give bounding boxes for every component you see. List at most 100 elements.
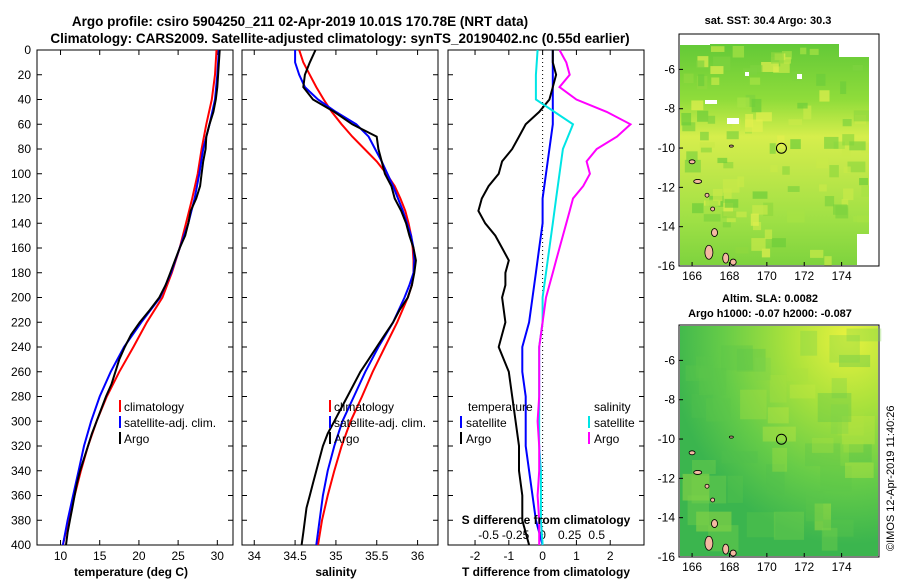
salinity-legend: climatology satellite-adj. clim. Argo [329, 400, 426, 446]
sla-cell [821, 527, 838, 551]
map-x-tick-label: 172 [794, 269, 814, 283]
x-tick-label: 36 [411, 549, 425, 563]
sst-cell [752, 205, 768, 215]
sla-cell [805, 443, 841, 467]
sla-cell [772, 447, 788, 472]
depth-ticks: 0 20 40 60 80 100 120 140 160 180 200 220 240 260 280 3… [11, 43, 31, 552]
sla-cell [811, 437, 834, 453]
depth-tick-label: 160 [11, 241, 31, 255]
depth-tick-label: 200 [11, 291, 31, 305]
sla-cell [767, 407, 789, 424]
sst-cell [699, 142, 715, 148]
sla-cell [841, 415, 875, 445]
x-tick-label: 25 [171, 549, 185, 563]
sst-cell [752, 222, 762, 231]
sst-cell [737, 97, 750, 108]
sst-y-ticks: -6 -8 -10 -12 -14 -16 [658, 62, 683, 273]
temperature-panel: 0 20 40 60 80 100 120 140 160 180 200 220 240 260 280 3… [11, 43, 234, 579]
depth-tick-label: 320 [11, 439, 31, 453]
sst-cell [824, 136, 839, 149]
sla-cell [848, 444, 872, 462]
sst-cell [840, 81, 847, 95]
sst-cell [803, 105, 812, 120]
island [710, 206, 716, 212]
sst-cell [861, 185, 870, 197]
sst-cell [841, 199, 849, 208]
sla-cell [820, 465, 852, 492]
sst-cell [779, 57, 791, 64]
sla-map-title-2: Argo h1000: -0.07 h2000: -0.087 [688, 308, 852, 320]
sst-cell [751, 98, 762, 113]
sst-x-ticks: 166 168 170 172 174 [682, 262, 852, 283]
imos-watermark: ©IMOS 12-Apr-2019 11:40:26 [885, 406, 897, 551]
sst-cell [723, 188, 732, 199]
sst-cell [788, 119, 802, 125]
sla-field-fill [680, 326, 878, 556]
sst-cell [781, 51, 792, 60]
temperature-x-ticks: 10 15 20 25 30 [37, 49, 233, 563]
sst-cell [711, 77, 720, 85]
sst-cell [710, 66, 724, 75]
sla-cell [691, 393, 713, 418]
sst-cell [710, 46, 725, 52]
sst-cell [771, 52, 784, 64]
map-x-tick-label: 166 [682, 560, 702, 574]
sst-cell [797, 102, 808, 109]
x-tick-label: -1 [503, 549, 514, 563]
legend-temp-satellite: satellite [466, 416, 507, 430]
salinity-x-label: salinity [315, 565, 357, 579]
map-y-tick-label: -16 [658, 550, 676, 564]
sst-cell [764, 229, 773, 239]
top-tick-label: 0.25 [558, 528, 582, 542]
sst-gap [745, 72, 749, 76]
map-x-tick-label: 172 [794, 560, 814, 574]
legend-climatology: climatology [334, 400, 394, 414]
map-y-tick-label: -10 [658, 432, 676, 446]
x-tick-label: 0 [539, 549, 546, 563]
difference-x-ticks: -2 -1 0 1 2 [448, 49, 644, 563]
sla-cell [766, 464, 785, 495]
title-line-1: Argo profile: csiro 5904250_211 02-Apr-2… [72, 14, 528, 29]
sst-cell [751, 238, 766, 251]
sla-cell [736, 348, 766, 372]
sst-cell [722, 179, 740, 193]
island [693, 470, 703, 475]
sla-cell [805, 491, 824, 522]
temperature-lines [61, 49, 221, 546]
legend-argo: Argo [124, 432, 150, 446]
sla-cell [830, 404, 849, 434]
map-x-tick-label: 166 [682, 269, 702, 283]
sst-cell [731, 119, 741, 131]
legend-argo: Argo [334, 432, 360, 446]
sst-cell [819, 90, 830, 102]
sla-cell [839, 354, 871, 368]
island [711, 228, 718, 237]
island [704, 535, 714, 551]
sst-cell [732, 46, 745, 58]
sst-cell [824, 256, 832, 266]
island [729, 258, 737, 266]
sst-cell [724, 199, 739, 208]
sst-cell [769, 143, 776, 154]
depth-tick-label: 80 [18, 142, 32, 156]
x-tick-label: 30 [211, 549, 225, 563]
map-y-tick-label: -6 [664, 62, 675, 76]
depth-tick-label: 220 [11, 315, 31, 329]
sst-cell [833, 141, 845, 149]
top-tick-label: -0.5 [478, 528, 499, 542]
sst-cell [752, 191, 768, 199]
sst-cell [717, 157, 728, 164]
sst-gap [797, 74, 802, 79]
sst-cell [847, 161, 866, 173]
legend-satellite: satellite-adj. clim. [124, 416, 216, 430]
map-y-tick-label: -12 [658, 471, 676, 485]
sla-cell [699, 368, 727, 396]
sst-gap [727, 118, 739, 124]
sst-cell [842, 134, 855, 146]
island [728, 144, 734, 148]
sst-cell [700, 147, 712, 153]
depth-tick-label: 260 [11, 365, 31, 379]
x-tick-label: 34.5 [283, 549, 307, 563]
sla-cell [721, 345, 753, 371]
